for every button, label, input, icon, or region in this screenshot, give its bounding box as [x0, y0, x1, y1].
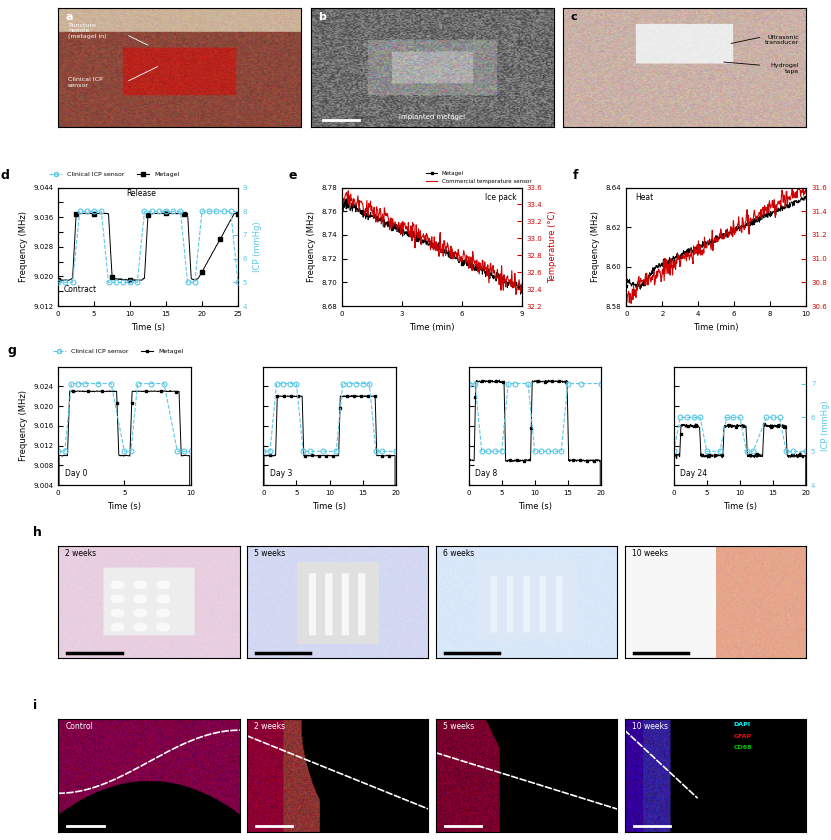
Y-axis label: ICP (mmHg): ICP (mmHg): [253, 222, 262, 272]
Text: Release: Release: [126, 189, 156, 197]
X-axis label: Time (min): Time (min): [410, 323, 455, 332]
Y-axis label: Frequency (MHz): Frequency (MHz): [18, 212, 27, 282]
Legend: Metagel, Commercial temperature sensor: Metagel, Commercial temperature sensor: [424, 169, 534, 186]
Text: Hydrogel
tape: Hydrogel tape: [770, 63, 799, 74]
Y-axis label: Temperature (°C): Temperature (°C): [548, 211, 557, 283]
Text: 2 weeks: 2 weeks: [254, 722, 285, 732]
X-axis label: Time (s): Time (s): [107, 501, 141, 511]
Text: GFAP: GFAP: [734, 733, 751, 738]
Text: Puncture
needle
(metagel in): Puncture needle (metagel in): [68, 23, 106, 39]
Text: Clinical ICP
sensor: Clinical ICP sensor: [68, 77, 102, 88]
Y-axis label: ICP (mmHg): ICP (mmHg): [821, 401, 830, 451]
Text: d: d: [1, 169, 9, 181]
Text: Day 0: Day 0: [65, 469, 87, 478]
Text: Heat: Heat: [635, 193, 653, 202]
Text: a: a: [66, 12, 73, 22]
Y-axis label: Frequency (MHz): Frequency (MHz): [18, 391, 27, 461]
Text: 10 weeks: 10 weeks: [632, 549, 668, 558]
X-axis label: Time (s): Time (s): [312, 501, 347, 511]
Legend: Clinical ICP sensor, Metagel: Clinical ICP sensor, Metagel: [47, 170, 182, 180]
Text: 2 weeks: 2 weeks: [66, 549, 96, 558]
Text: c: c: [571, 12, 578, 22]
Text: b: b: [318, 12, 326, 22]
Text: Ice pack: Ice pack: [485, 193, 517, 202]
Text: Implanted metagel: Implanted metagel: [399, 114, 465, 120]
X-axis label: Time (s): Time (s): [518, 501, 552, 511]
Legend: Clinical ICP sensor, Metagel: Clinical ICP sensor, Metagel: [51, 346, 186, 356]
Text: 5 weeks: 5 weeks: [254, 549, 286, 558]
Text: h: h: [32, 526, 42, 539]
Text: Day 24: Day 24: [681, 469, 707, 478]
Text: 10 weeks: 10 weeks: [632, 722, 668, 732]
Text: g: g: [7, 344, 17, 357]
X-axis label: Time (min): Time (min): [693, 323, 739, 332]
Text: DAPI: DAPI: [734, 722, 750, 727]
Y-axis label: Frequency (MHz): Frequency (MHz): [307, 212, 316, 282]
Text: f: f: [573, 169, 578, 181]
Text: i: i: [32, 699, 37, 712]
Text: 6 weeks: 6 weeks: [443, 549, 475, 558]
Text: Control: Control: [66, 722, 93, 732]
X-axis label: Time (s): Time (s): [723, 501, 757, 511]
Text: CD68: CD68: [734, 745, 752, 750]
Text: 5 weeks: 5 weeks: [443, 722, 475, 732]
X-axis label: Time (s): Time (s): [131, 323, 165, 332]
Y-axis label: Frequency (MHz): Frequency (MHz): [591, 212, 600, 282]
Text: Day 3: Day 3: [270, 469, 293, 478]
Text: e: e: [288, 169, 297, 181]
Text: Day 8: Day 8: [475, 469, 498, 478]
Text: Contract: Contract: [63, 285, 96, 294]
Text: Ultrasonic
transducer: Ultrasonic transducer: [765, 34, 799, 45]
